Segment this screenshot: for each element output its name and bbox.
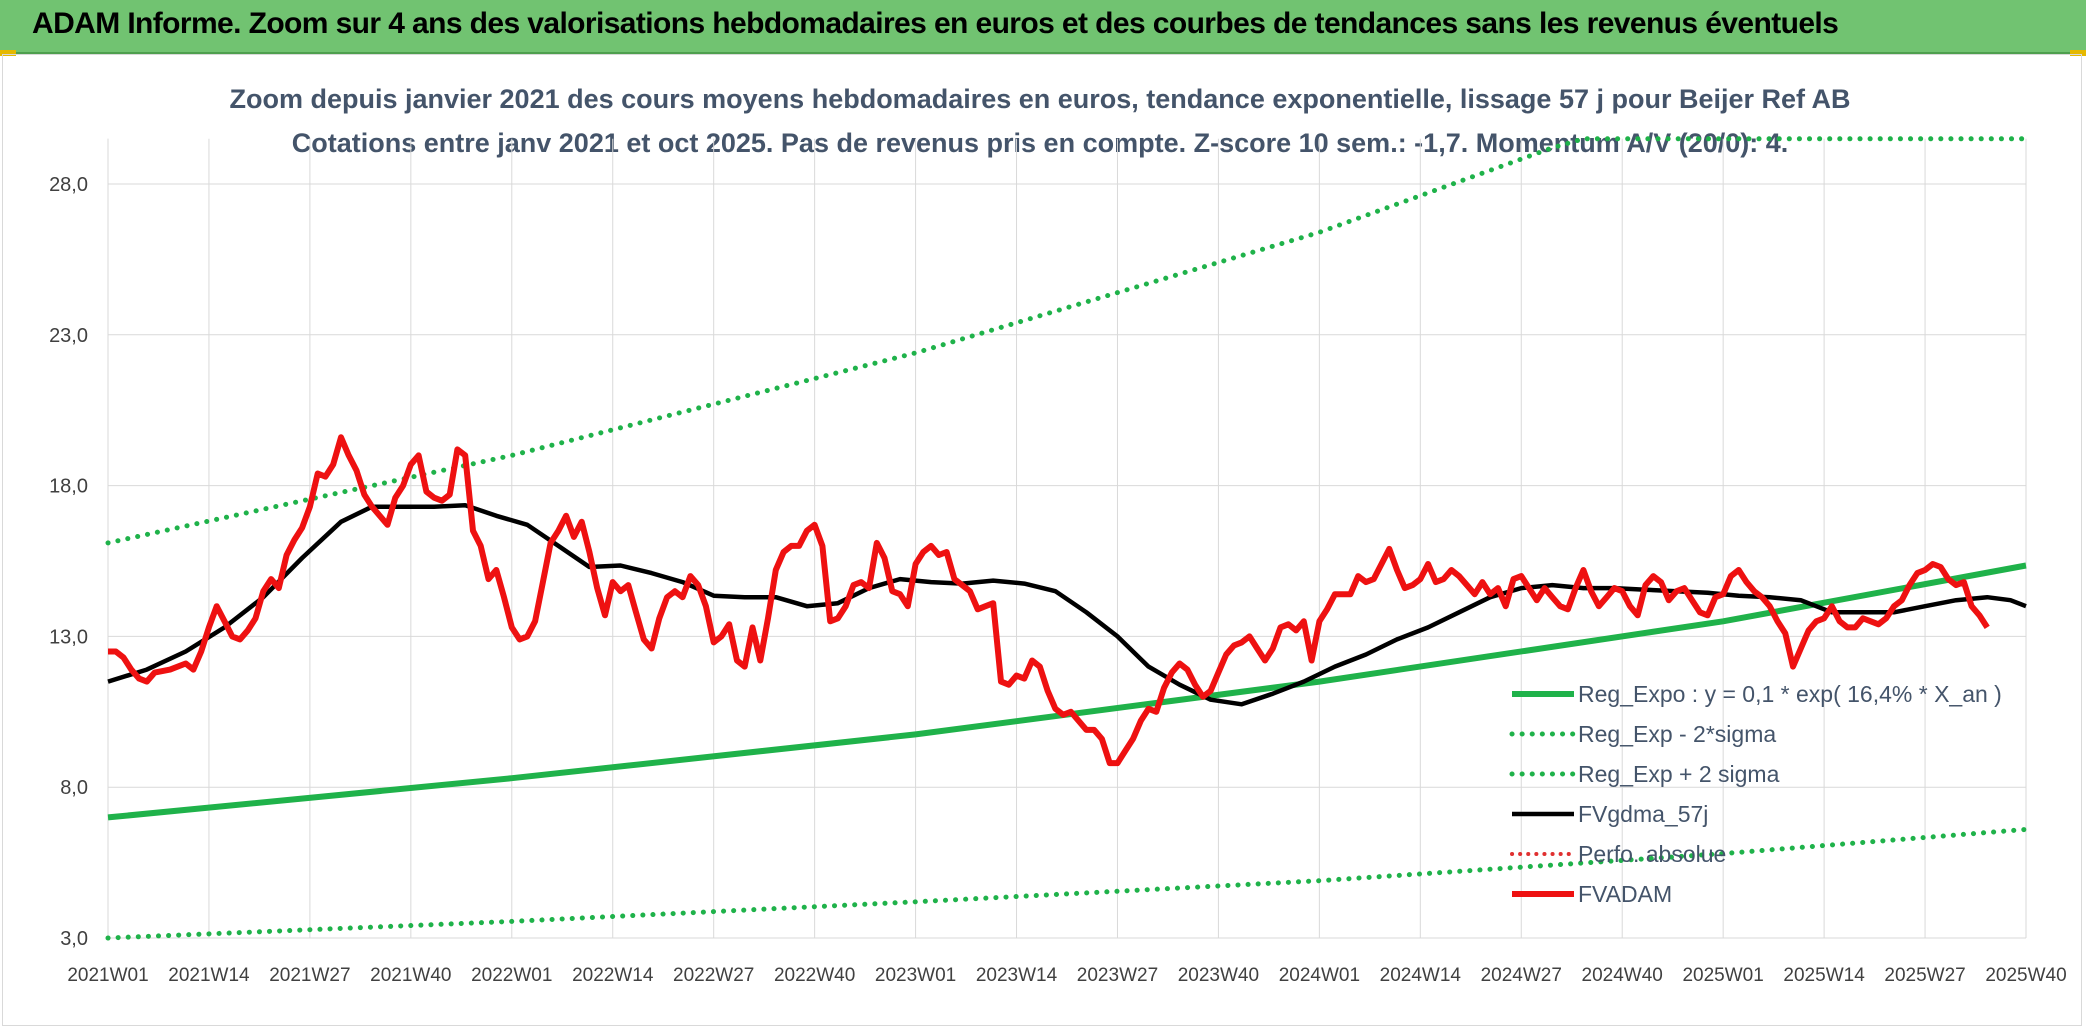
series-line-5 — [108, 434, 1990, 767]
x-tick-label: 2024W01 — [1279, 965, 1360, 986]
x-tick-label: 2022W01 — [471, 965, 552, 986]
x-tick-label: 2022W40 — [774, 965, 855, 986]
corner-accent-left — [0, 50, 16, 56]
x-tick-label: 2023W01 — [875, 965, 956, 986]
y-tick-label: 3,0 — [60, 928, 88, 950]
series-line-2 — [105, 136, 2029, 546]
y-axis-ticks: 3,0 8,0 13,0 18,0 23,0 28,0 — [49, 174, 88, 950]
legend-label: Reg_Exp - 2*sigma — [1578, 721, 1776, 747]
x-tick-label: 2021W14 — [168, 965, 250, 986]
legend-label: Perfo. absolue — [1578, 841, 1726, 867]
chart-title: Zoom depuis janvier 2021 des cours moyen… — [229, 84, 1850, 114]
y-tick-label: 8,0 — [60, 777, 88, 799]
x-tick-label: 2025W01 — [1682, 965, 1763, 986]
x-tick-label: 2023W14 — [976, 965, 1058, 986]
x-tick-label: 2021W01 — [67, 965, 148, 986]
y-tick-label: 13,0 — [49, 626, 88, 648]
series-line-1 — [105, 826, 2029, 941]
series-line-3 — [107, 502, 2027, 707]
y-tick-label: 18,0 — [49, 476, 88, 498]
legend-label: Reg_Expo : y = 0,1 * exp( 16,4% * X_an ) — [1578, 681, 2002, 707]
x-tick-label: 2023W40 — [1178, 965, 1259, 986]
legend: Reg_Expo : y = 0,1 * exp( 16,4% * X_an )… — [1509, 681, 2002, 907]
corner-accent-right — [2070, 50, 2086, 56]
legend-label: FVgdma_57j — [1578, 801, 1708, 827]
x-tick-label: 2021W27 — [269, 965, 350, 986]
x-tick-label: 2024W14 — [1380, 965, 1462, 986]
x-tick-label: 2025W40 — [1985, 965, 2066, 986]
x-tick-label: 2022W27 — [673, 965, 754, 986]
x-tick-label: 2021W40 — [370, 965, 451, 986]
report-banner: ADAM Informe. Zoom sur 4 ans des valoris… — [0, 0, 2086, 54]
x-tick-label: 2022W14 — [572, 965, 654, 986]
x-tick-label: 2023W27 — [1077, 965, 1158, 986]
x-axis-ticks: 2021W01 2021W14 2021W27 2021W40 2022W01 2022W… — [67, 965, 2066, 986]
y-tick-label: 23,0 — [49, 325, 88, 347]
grid-lines — [107, 138, 2027, 939]
x-tick-label: 2025W14 — [1783, 965, 1865, 986]
chart-frame — [2, 54, 2082, 1026]
x-tick-label: 2024W40 — [1582, 965, 1663, 986]
legend-label: FVADAM — [1578, 881, 1672, 907]
series-lines — [105, 136, 2029, 941]
banner-title: ADAM Informe. Zoom sur 4 ans des valoris… — [32, 7, 1839, 40]
legend-label: Reg_Exp + 2 sigma — [1578, 761, 1780, 787]
x-tick-label: 2025W27 — [1884, 965, 1965, 986]
chart-subtitle: Cotations entre janv 2021 et oct 2025. P… — [292, 128, 1789, 158]
x-tick-label: 2024W27 — [1481, 965, 1562, 986]
y-tick-label: 28,0 — [49, 174, 88, 196]
